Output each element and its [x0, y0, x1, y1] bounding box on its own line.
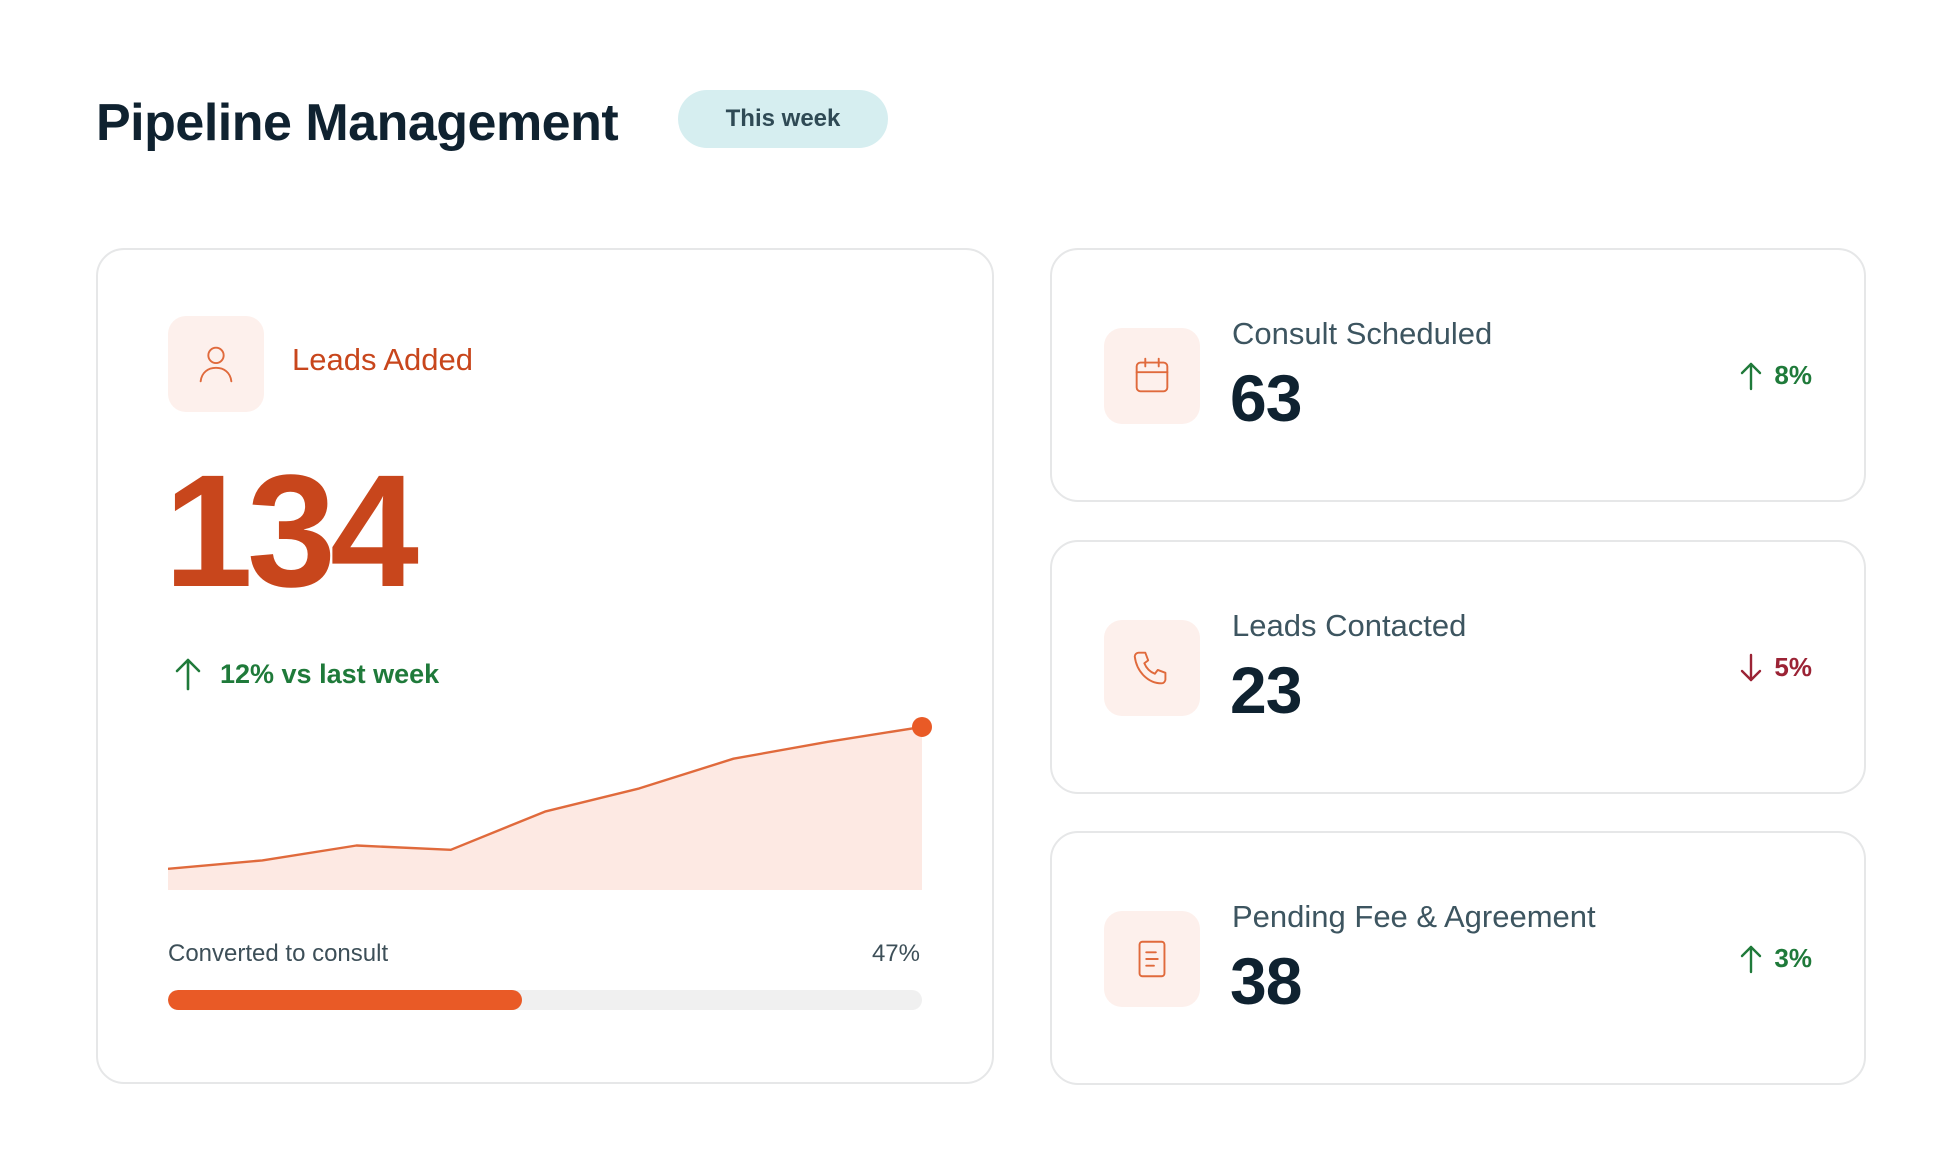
metric-card-leads-contacted: Leads Contacted 23 5% — [1050, 540, 1866, 794]
metric-value: 23 — [1230, 653, 1302, 727]
metric-label: Consult Scheduled — [1232, 316, 1493, 351]
metric-card-pending-fee-agreement: Pending Fee & Agreement 38 3% — [1050, 831, 1866, 1085]
document-icon — [1138, 940, 1166, 978]
metric-label: Leads Contacted — [1232, 608, 1467, 643]
metric-trend-value: 3% — [1774, 943, 1812, 973]
phone-icon — [1133, 651, 1167, 685]
conversion-label: Converted to consult — [168, 940, 389, 967]
arrow-up-icon — [175, 658, 201, 691]
period-filter-button[interactable]: This week — [678, 90, 888, 148]
leads-sparkline-chart — [168, 716, 932, 890]
leads-added-label: Leads Added — [292, 342, 474, 377]
sparkline-line — [168, 725, 923, 870]
leads-added-card: Leads Added 134 12% vs last week Convert… — [96, 248, 994, 1084]
metric-value: 63 — [1230, 361, 1302, 435]
leads-added-value: 134 — [164, 441, 419, 620]
metric-value: 38 — [1230, 944, 1302, 1018]
metric-trend: 3% — [1738, 943, 1812, 974]
metric-icon-box — [1104, 328, 1200, 424]
metric-trend-value: 8% — [1774, 360, 1812, 390]
sparkline-last-point — [912, 716, 932, 737]
metric-card-consult-scheduled: Consult Scheduled 63 8% — [1050, 248, 1866, 502]
metric-icon-box — [1104, 620, 1200, 716]
metric-label: Pending Fee & Agreement — [1232, 899, 1596, 934]
sparkline-area — [168, 726, 922, 890]
metric-icon-box — [1104, 911, 1200, 1007]
conversion-progress-bar — [168, 990, 922, 1010]
conversion-value: 47% — [871, 940, 920, 967]
metric-trend: 8% — [1738, 360, 1812, 391]
arrow-up-icon — [1741, 362, 1762, 390]
leads-icon-box — [168, 316, 264, 412]
metric-trend: 5% — [1738, 652, 1812, 683]
metric-trend-value: 5% — [1774, 652, 1812, 682]
arrow-up-icon — [1741, 945, 1762, 973]
leads-trend-text: 12% vs last week — [220, 658, 440, 689]
conversion-progress-fill — [168, 990, 523, 1010]
page-title: Pipeline Management — [96, 94, 619, 152]
calendar-icon — [1135, 357, 1169, 393]
leads-trend: 12% vs last week — [172, 656, 439, 692]
user-icon — [199, 346, 233, 383]
arrow-down-icon — [1741, 653, 1762, 681]
